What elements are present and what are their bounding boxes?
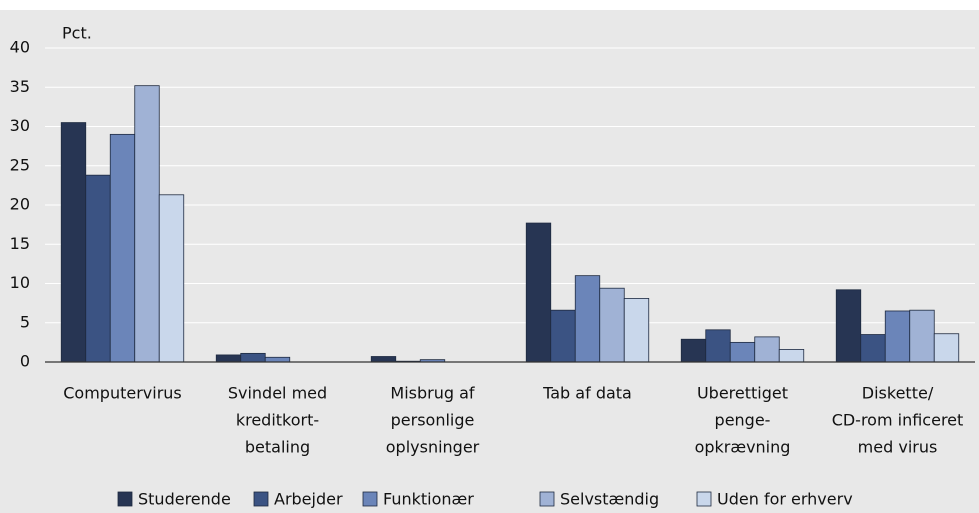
legend-label: Uden for erhverv [717, 490, 853, 509]
legend-label: Studerende [138, 490, 231, 509]
bar [705, 329, 731, 363]
x-tick-label: med virus [858, 438, 938, 457]
legend-swatch [253, 491, 269, 507]
y-tick-label: 25 [10, 155, 30, 174]
bar [550, 309, 576, 363]
bar [754, 336, 780, 363]
x-tick-label: Tab af data [542, 384, 632, 403]
bar [525, 222, 552, 363]
x-tick-label: Svindel med [228, 384, 327, 403]
bar [134, 85, 160, 363]
bar [370, 356, 397, 363]
bar [85, 174, 111, 363]
legend-label: Selvstændig [560, 490, 659, 509]
bar [60, 122, 87, 363]
x-tick-label: CD-rom inficeret [832, 411, 964, 430]
legend-swatch [117, 491, 133, 507]
legend-label: Arbejder [274, 490, 343, 509]
x-tick-label: Misbrug af [390, 384, 475, 403]
legend-swatch [362, 491, 378, 507]
bar [680, 338, 707, 363]
y-tick-label: 30 [10, 116, 30, 135]
x-tick-label: penge- [715, 411, 771, 430]
bar [240, 352, 266, 363]
bar [158, 194, 185, 363]
x-tick-label: oplysninger [386, 438, 480, 457]
x-tick-label: betaling [245, 438, 310, 457]
x-tick-label: opkrævning [695, 438, 791, 457]
y-tick-label: 15 [10, 234, 30, 253]
legend-swatch [696, 491, 712, 507]
x-tick-label: Uberettiget [697, 384, 788, 403]
legend-swatch [539, 491, 555, 507]
bar [933, 333, 960, 363]
x-tick-label: personlige [391, 411, 475, 430]
bar [860, 334, 886, 363]
y-tick-label: 5 [20, 312, 30, 331]
y-tick-label: 10 [10, 273, 30, 292]
y-tick-label: 35 [10, 77, 30, 96]
bar [778, 349, 805, 363]
x-tick-label: Computervirus [63, 384, 182, 403]
bar [264, 356, 291, 363]
y-axis-label: Pct. [62, 24, 92, 43]
y-tick-label: 20 [10, 195, 30, 214]
y-tick-label: 40 [10, 38, 30, 57]
bar [574, 275, 601, 363]
bar [909, 309, 935, 363]
bar [109, 133, 136, 363]
bar [215, 354, 242, 363]
legend-label: Funktionær [383, 490, 474, 509]
bar [835, 289, 862, 363]
x-tick-label: kreditkort- [236, 411, 319, 430]
x-tick-label: Diskette/ [862, 384, 934, 403]
bar [884, 310, 911, 363]
y-tick-label: 0 [20, 352, 30, 371]
bar [623, 298, 650, 363]
bar [599, 287, 625, 363]
bar [729, 341, 756, 363]
